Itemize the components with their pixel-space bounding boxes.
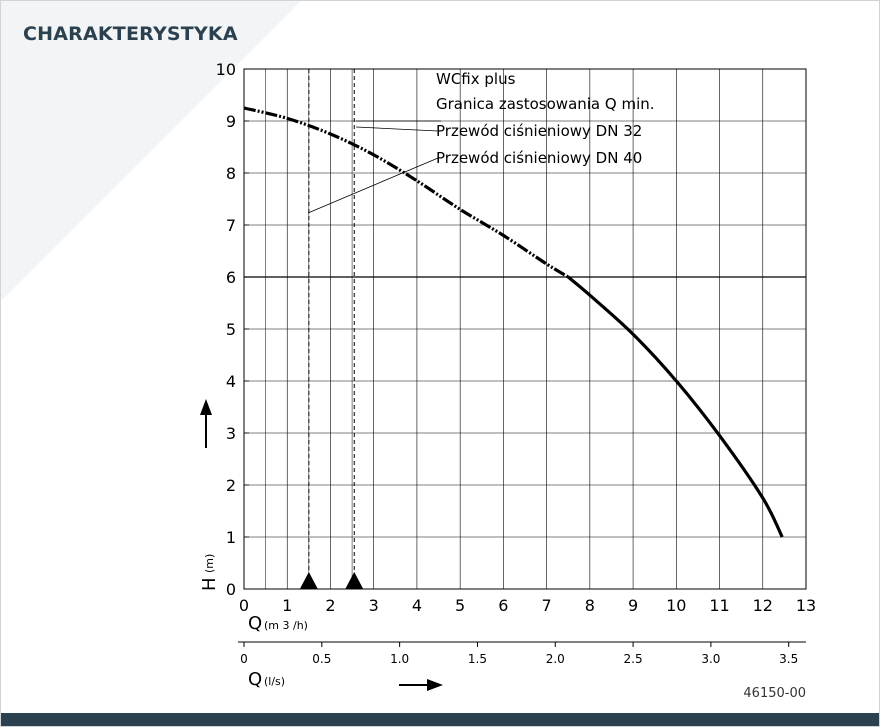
y-tick-label: 5 bbox=[226, 320, 236, 339]
y-tick-label: 6 bbox=[226, 268, 236, 287]
y-tick-label: 3 bbox=[226, 424, 236, 443]
qmin-marker bbox=[345, 572, 364, 589]
y-tick-label: 10 bbox=[216, 60, 236, 79]
qmin-marker-lines bbox=[308, 69, 355, 589]
secondary-tick-label: 2.5 bbox=[624, 652, 643, 666]
series-line-solid bbox=[567, 275, 784, 538]
y-tick-label: 8 bbox=[226, 164, 236, 183]
x-tick-label: 9 bbox=[628, 596, 638, 615]
x-axis-unit: (m 3 /h) bbox=[264, 619, 308, 632]
x-tick-label: 1 bbox=[282, 596, 292, 615]
x-axis-arrow bbox=[399, 679, 443, 691]
y-tick-label: 4 bbox=[226, 372, 236, 391]
secondary-tick-label: 0 bbox=[240, 652, 248, 666]
annotation-leader-dn32 bbox=[355, 126, 439, 132]
x-tick-label: 10 bbox=[666, 596, 686, 615]
secondary-axis-unit: (l/s) bbox=[264, 675, 285, 688]
x-tick-label: 7 bbox=[542, 596, 552, 615]
y-tick-label: 0 bbox=[226, 580, 236, 599]
x-tick-label: 8 bbox=[585, 596, 595, 615]
x-axis-label: Q bbox=[248, 613, 262, 634]
y-tick-labels: 0 1 2 3 4 5 6 7 8 9 10 bbox=[216, 60, 249, 599]
x-tick-label: 0 bbox=[239, 596, 249, 615]
chart-code: 46150-00 bbox=[743, 686, 806, 701]
y-axis-label: H bbox=[199, 577, 220, 591]
secondary-tick-label: 3.0 bbox=[701, 652, 720, 666]
secondary-tick-label: 0.5 bbox=[312, 652, 331, 666]
secondary-axis-ticks: 0 0.5 1.0 1.5 2.0 2.5 3.0 3.5 bbox=[240, 642, 798, 666]
secondary-axis-label: Q bbox=[248, 669, 262, 690]
footer-bar bbox=[1, 713, 879, 726]
secondary-tick-label: 2.0 bbox=[546, 652, 565, 666]
x-tick-label: 4 bbox=[412, 596, 422, 615]
y-tick-label: 1 bbox=[226, 528, 236, 547]
annotation-series-name: WCfix plus bbox=[436, 70, 516, 88]
y-axis-arrow bbox=[200, 399, 212, 448]
qmin-markers bbox=[299, 572, 364, 589]
annotation-dn40: Przewód ciśnieniowy DN 40 bbox=[436, 149, 642, 167]
annotation-qmin-limit: Granica zastosowania Q min. bbox=[436, 95, 655, 113]
annotation-dn32: Przewód ciśnieniowy DN 32 bbox=[436, 122, 642, 140]
x-tick-labels: 0 1 2 3 4 5 6 7 8 9 10 11 12 13 bbox=[239, 596, 816, 615]
secondary-tick-label: 1.0 bbox=[390, 652, 409, 666]
x-tick-label: 12 bbox=[753, 596, 773, 615]
secondary-tick-label: 1.5 bbox=[468, 652, 487, 666]
secondary-tick-label: 3.5 bbox=[779, 652, 798, 666]
page-title: CHARAKTERYSTYKA bbox=[23, 23, 238, 45]
x-tick-label: 11 bbox=[709, 596, 729, 615]
qmin-marker bbox=[299, 572, 318, 589]
annotation-leader-dn40 bbox=[307, 157, 439, 214]
x-tick-label: 5 bbox=[455, 596, 465, 615]
x-tick-label: 3 bbox=[369, 596, 379, 615]
x-tick-label: 2 bbox=[325, 596, 335, 615]
y-axis-unit: (m) bbox=[203, 554, 216, 573]
y-tick-label: 9 bbox=[226, 112, 236, 131]
y-tick-label: 7 bbox=[226, 216, 236, 235]
pump-curves bbox=[243, 106, 784, 538]
x-tick-label: 6 bbox=[498, 596, 508, 615]
horizontal-gridlines bbox=[244, 120, 806, 538]
y-tick-label: 2 bbox=[226, 476, 236, 495]
x-tick-label: 13 bbox=[796, 596, 816, 615]
